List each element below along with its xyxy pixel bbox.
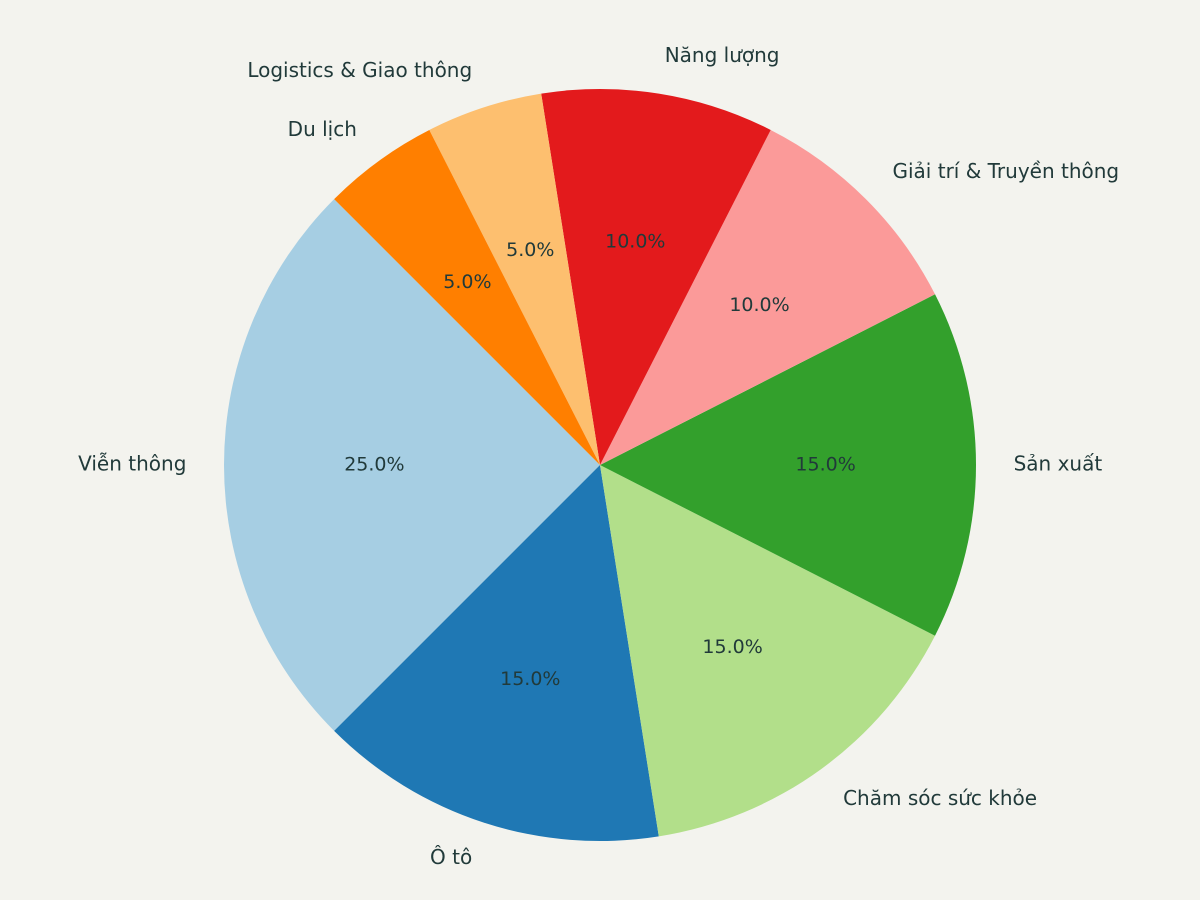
slice-percent-label: 15.0% — [702, 636, 762, 658]
slice-category-label: Chăm sóc sức khỏe — [843, 786, 1037, 810]
slice-category-label: Du lịch — [288, 117, 357, 141]
slice-percent-label: 5.0% — [443, 271, 491, 293]
slice-category-label: Logistics & Giao thông — [247, 58, 472, 82]
pie-slices — [224, 89, 977, 841]
pie-labels: Viễn thông 25.0% Ô tô 15.0% Chăm sóc sức khỏ… — [78, 43, 1119, 869]
slice-percent-label: 25.0% — [344, 454, 404, 476]
slice-category-label: Viễn thông — [78, 452, 186, 476]
pie-slice — [600, 294, 977, 636]
pie-slice — [600, 465, 936, 837]
pie-slice — [429, 93, 600, 465]
pie-slice — [224, 199, 600, 731]
slice-percent-label: 10.0% — [729, 294, 789, 316]
pie-slice — [541, 89, 771, 465]
slice-category-label: Sản xuất — [1014, 452, 1103, 476]
pie-slice — [600, 129, 936, 466]
pie-slice — [334, 129, 600, 466]
slice-percent-label: 5.0% — [506, 239, 554, 261]
slice-percent-label: 15.0% — [500, 668, 560, 690]
slice-category-label: Năng lượng — [665, 43, 780, 67]
pie-slice — [334, 465, 659, 841]
slice-category-label: Giải trí & Truyền thông — [893, 159, 1120, 183]
slice-category-label: Ô tô — [430, 845, 472, 869]
slice-percent-label: 15.0% — [795, 454, 855, 476]
slice-percent-label: 10.0% — [605, 231, 665, 253]
